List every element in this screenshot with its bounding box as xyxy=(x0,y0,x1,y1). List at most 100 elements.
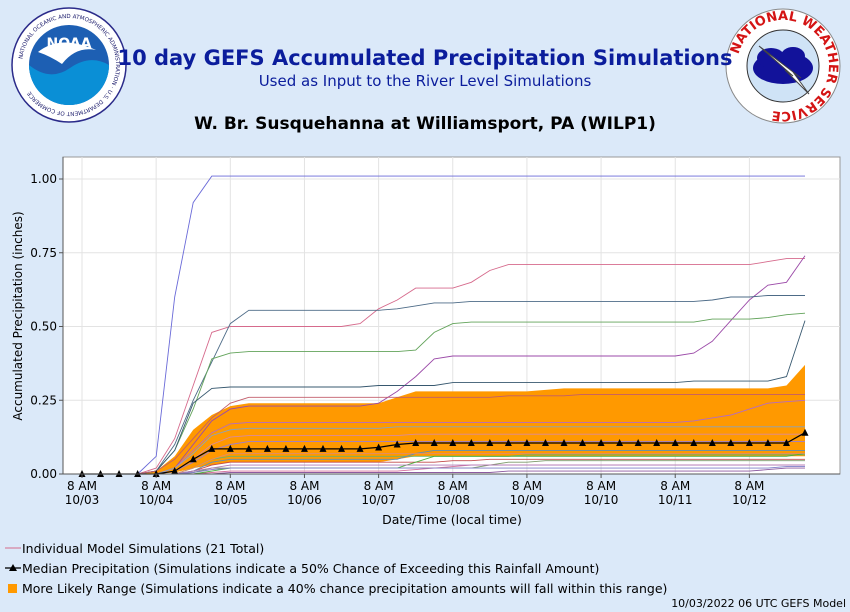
median-point xyxy=(597,439,605,447)
median-point xyxy=(430,439,438,447)
y-tick-label: 0.25 xyxy=(30,393,57,407)
x-tick-date: 10/08 xyxy=(435,493,470,507)
median-point xyxy=(226,444,234,452)
median-point xyxy=(653,439,661,447)
median-point xyxy=(245,444,253,452)
x-tick-date: 10/09 xyxy=(510,493,545,507)
legend-median: Median Precipitation (Simulations indica… xyxy=(4,558,764,578)
median-point xyxy=(708,439,716,447)
likely-range-band xyxy=(82,364,805,474)
median-point xyxy=(375,443,383,451)
member-line-10 xyxy=(82,433,805,475)
member-line-18 xyxy=(82,452,806,475)
median-point xyxy=(393,440,401,448)
x-tick-time: 8 AM xyxy=(215,479,245,493)
member-line-3 xyxy=(82,255,806,475)
legend-range-label: More Likely Range (Simulations indicate … xyxy=(22,580,668,596)
member-line-20 xyxy=(82,466,805,475)
median-point xyxy=(338,444,346,452)
member-line-19 xyxy=(82,464,805,475)
median-point xyxy=(208,444,216,452)
legend-individual-swatch xyxy=(5,547,21,549)
member-series xyxy=(82,175,806,475)
nws-logo: NATIONAL WEATHER SERVICE xyxy=(725,8,841,124)
member-line-21 xyxy=(82,452,805,475)
noaa-logo: NOAA NATIONAL OCEANIC AND ATMOSPHERIC AD… xyxy=(11,7,127,123)
x-tick-date: 10/12 xyxy=(732,493,767,507)
legend-range: More Likely Range (Simulations indicate … xyxy=(4,578,764,598)
station-title: W. Br. Susquehanna at Williamsport, PA (… xyxy=(194,114,656,134)
median-point xyxy=(467,439,475,447)
x-tick-time: 8 AM xyxy=(141,479,171,493)
member-line-2 xyxy=(82,258,805,475)
x-tick-date: 10/11 xyxy=(658,493,693,507)
median-point xyxy=(616,439,624,447)
x-tick-date: 10/10 xyxy=(584,493,619,507)
x-tick-time: 8 AM xyxy=(289,479,319,493)
y-tick-label: 1.00 xyxy=(30,172,57,186)
page-title: 10 day GEFS Accumulated Precipitation Si… xyxy=(117,46,733,70)
member-line-17 xyxy=(82,449,805,475)
x-tick-time: 8 AM xyxy=(734,479,764,493)
page-subtitle: Used as Input to the River Level Simulat… xyxy=(258,72,592,90)
median-point xyxy=(727,439,735,447)
x-tick-time: 8 AM xyxy=(67,479,97,493)
legend-individual-label: Individual Model Simulations (21 Total) xyxy=(22,540,265,556)
median-point xyxy=(356,444,364,452)
median-point xyxy=(579,439,587,447)
median-line xyxy=(82,432,806,475)
member-line-4 xyxy=(82,295,805,475)
median-point xyxy=(764,439,772,447)
median-point xyxy=(745,439,753,447)
likely-range xyxy=(82,364,805,474)
member-line-11 xyxy=(82,441,805,475)
median-point xyxy=(263,444,271,452)
median-point xyxy=(282,444,290,452)
x-tick-date: 10/05 xyxy=(213,493,248,507)
median-point xyxy=(449,439,457,447)
median-point xyxy=(541,439,549,447)
legend-range-swatch xyxy=(8,584,17,593)
member-line-9 xyxy=(82,426,805,475)
legend: Individual Model Simulations (21 Total) … xyxy=(4,538,764,598)
legend-median-label: Median Precipitation (Simulations indica… xyxy=(22,560,600,576)
median-point xyxy=(801,428,809,436)
x-tick-date: 10/04 xyxy=(139,493,174,507)
median-point xyxy=(412,439,420,447)
member-line-6 xyxy=(82,320,806,475)
median-point xyxy=(189,455,197,463)
median-point xyxy=(171,467,179,475)
x-tick-date: 10/06 xyxy=(287,493,322,507)
model-run-footer: 10/03/2022 06 UTC GEFS Model xyxy=(671,597,846,610)
member-line-7 xyxy=(82,393,805,475)
median-point xyxy=(634,439,642,447)
x-tick-date: 10/07 xyxy=(361,493,396,507)
median-point xyxy=(560,439,568,447)
median-point xyxy=(504,439,512,447)
member-line-13 xyxy=(82,458,805,475)
x-tick-time: 8 AM xyxy=(364,479,394,493)
x-tick-time: 8 AM xyxy=(586,479,616,493)
median-point xyxy=(300,444,308,452)
median-point xyxy=(671,439,679,447)
noaa-logo-text: NOAA xyxy=(47,36,92,52)
median-point xyxy=(319,444,327,452)
legend-individual: Individual Model Simulations (21 Total) xyxy=(4,538,764,558)
x-tick-time: 8 AM xyxy=(512,479,542,493)
median-point xyxy=(782,439,790,447)
median-point xyxy=(690,439,698,447)
member-line-8 xyxy=(82,399,806,475)
y-tick-label: 0.50 xyxy=(30,320,57,334)
x-tick-time: 8 AM xyxy=(438,479,468,493)
legend-median-swatch xyxy=(5,564,21,571)
y-axis-label: Accumulated Precipitation (inches) xyxy=(11,211,25,420)
x-axis-label: Date/Time (local time) xyxy=(382,512,522,527)
x-tick-date: 10/03 xyxy=(65,493,100,507)
median-point xyxy=(523,439,531,447)
y-tick-label: 0.75 xyxy=(30,246,57,260)
member-line-1 xyxy=(82,175,805,475)
median-point xyxy=(486,439,494,447)
x-tick-time: 8 AM xyxy=(660,479,690,493)
